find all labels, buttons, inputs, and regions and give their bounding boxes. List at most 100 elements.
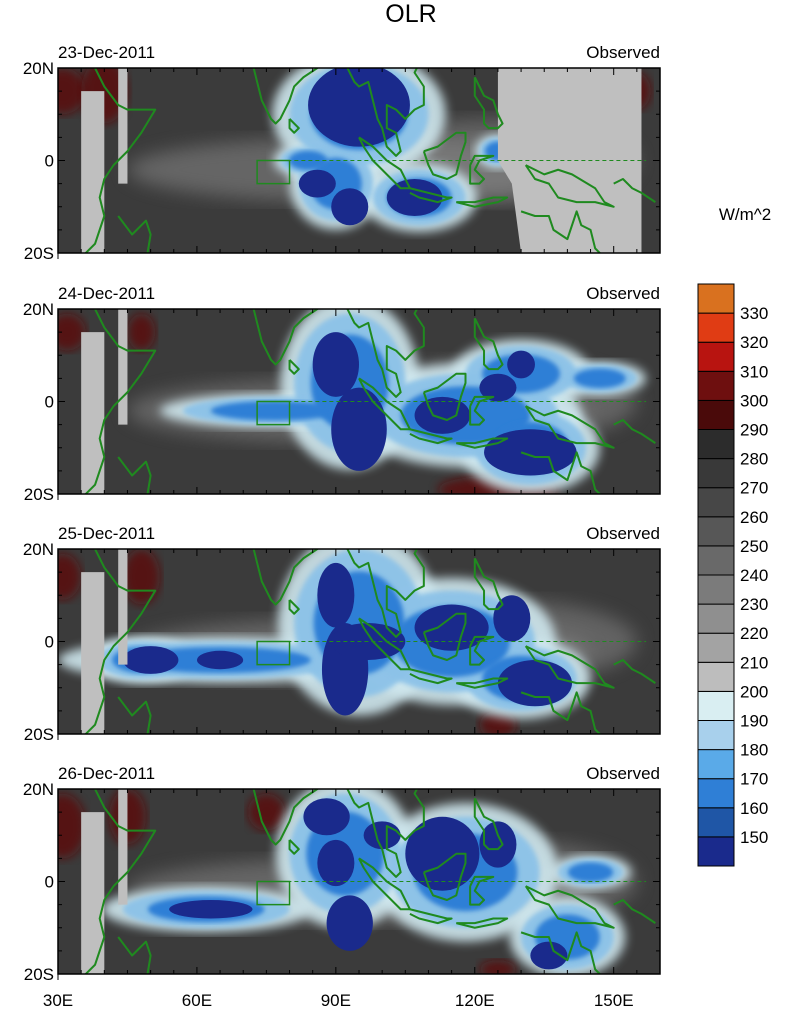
colorbar-swatch (697, 807, 735, 838)
region-box (256, 640, 291, 666)
colorbar-swatch (697, 312, 735, 343)
coastline (422, 612, 467, 661)
colorbar-swatch (697, 341, 735, 372)
coastline (84, 789, 157, 974)
colorbar-label: 270 (740, 479, 768, 498)
colorbar-label: 190 (740, 712, 768, 731)
colorbar-swatch (697, 632, 735, 663)
colorbar-label: 180 (740, 741, 768, 760)
colorbar-swatch (697, 574, 735, 605)
panel-date: 24-Dec-2011 (58, 284, 155, 303)
coastline (613, 419, 656, 444)
x-tick-label: 60E (182, 991, 212, 1010)
deep-convection (497, 660, 573, 707)
region-box (256, 159, 291, 185)
coastline (117, 456, 152, 494)
colorbar-units: W/m^2 (719, 205, 771, 224)
x-tick-label: 90E (321, 991, 351, 1010)
colorbar-label: 230 (740, 595, 768, 614)
coastline (473, 317, 504, 371)
colorbar-swatch (697, 370, 735, 401)
coastline (473, 557, 504, 611)
missing-data (118, 68, 128, 184)
coastline (358, 617, 411, 671)
dry-region (58, 313, 86, 351)
coastline (288, 599, 300, 615)
colorbar-swatch (697, 516, 735, 547)
deep-convection (331, 188, 369, 226)
missing-data (118, 789, 128, 905)
colorbar-label: 250 (740, 537, 768, 556)
deep-convection (196, 650, 244, 670)
colorbar-label: 220 (740, 624, 768, 643)
map-panel-3: 20N 0 20S 25-Dec-2011 Observed (23, 524, 661, 744)
coastline (358, 857, 411, 911)
dry-region (58, 553, 82, 600)
dry-region (58, 793, 86, 859)
colorbar-label: 160 (740, 799, 768, 818)
coastline (409, 428, 453, 445)
deep-convection (317, 562, 355, 628)
coastline (422, 131, 467, 180)
colorbar-swatch (697, 749, 735, 780)
colorbar-swatch (697, 603, 735, 634)
deep-convection (484, 429, 577, 476)
colorbar-swatch (697, 283, 735, 314)
deep-convection (414, 604, 489, 651)
missing-data (81, 812, 105, 974)
coastline (422, 852, 467, 901)
panel-date: 26-Dec-2011 (58, 764, 155, 783)
coastline (524, 164, 615, 208)
coastline (469, 875, 495, 906)
missing-data (81, 332, 105, 494)
coastline (409, 668, 453, 685)
deep-convection (312, 332, 359, 397)
panel-date: 25-Dec-2011 (58, 524, 155, 543)
coastline (456, 196, 509, 208)
dry-region (122, 549, 160, 605)
colorbar-swatch (697, 720, 735, 751)
dry-region (108, 789, 146, 845)
deep-convection (326, 895, 373, 951)
deep-convection (317, 839, 355, 887)
deep-convection (308, 68, 410, 147)
colorbar-label: 200 (740, 682, 768, 701)
colorbar-label: 150 (740, 828, 768, 847)
colorbar-swatch (697, 545, 735, 576)
colorbar-swatch (697, 690, 735, 722)
coastline (117, 936, 152, 974)
coastline (473, 797, 504, 851)
missing-data (118, 309, 128, 425)
deep-convection (530, 941, 568, 970)
y-tick-label: 20S (24, 244, 54, 263)
coastline (358, 377, 411, 431)
x-tick-label: 150E (594, 991, 634, 1010)
coastline (252, 68, 425, 157)
coastline (524, 645, 615, 689)
coastline (288, 118, 300, 134)
coastline (469, 635, 495, 666)
colorbar-swatch (697, 778, 735, 809)
coastline (475, 45, 484, 59)
coastline (409, 187, 453, 204)
colorbar-swatch (697, 429, 735, 460)
coastline (409, 908, 453, 925)
colorbar-label: 210 (740, 653, 768, 672)
coastline (520, 451, 602, 494)
deep-convection (303, 798, 350, 836)
colorbar-swatch (697, 487, 735, 518)
y-tick-label: 20N (23, 540, 54, 559)
coastline (252, 789, 425, 878)
colorbar-swatch (697, 458, 735, 489)
coastline (613, 899, 656, 924)
y-tick-label: 20S (24, 485, 54, 504)
y-tick-label: 20S (24, 725, 54, 744)
deep-convection (493, 595, 531, 642)
olr-field (58, 549, 660, 734)
y-tick-label: 0 (45, 633, 54, 652)
coastline (520, 691, 602, 734)
colorbar-label: 320 (740, 333, 768, 352)
x-tick-label: 120E (455, 991, 495, 1010)
coastline (473, 76, 504, 130)
